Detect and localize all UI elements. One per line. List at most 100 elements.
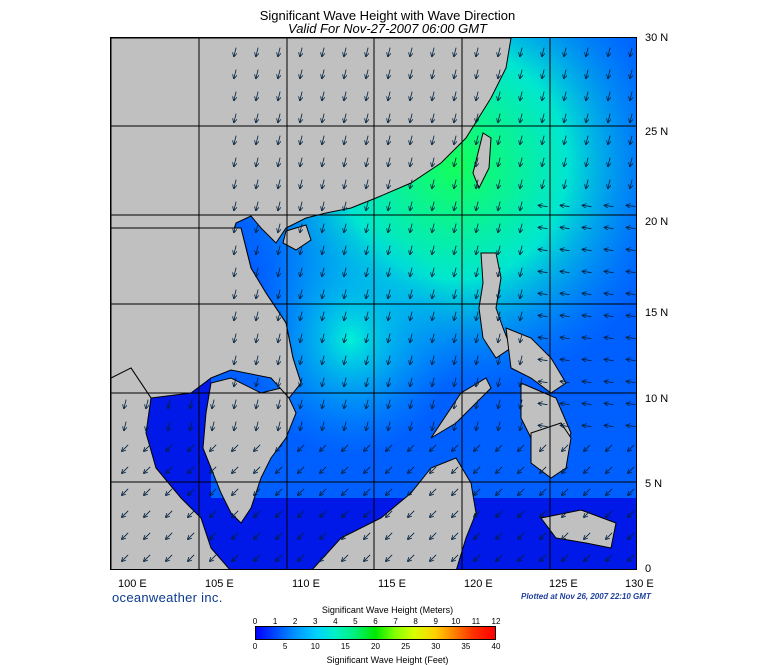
wave-direction-arrow	[583, 337, 592, 338]
wave-direction-arrow	[300, 399, 302, 409]
wave-direction-arrow	[300, 223, 302, 233]
wave-direction-arrow	[278, 399, 280, 409]
colorbar-feet-title: Significant Wave Height (Feet)	[326, 655, 449, 665]
wave-direction-arrow	[320, 510, 327, 517]
wave-direction-arrow	[408, 488, 415, 495]
lon-label-110e: 110 E	[292, 578, 320, 590]
wave-direction-arrow	[344, 47, 346, 57]
wave-direction-arrow	[628, 444, 635, 451]
wave-direction-arrow	[520, 113, 522, 123]
wave-direction-arrow	[518, 510, 525, 517]
lat-label-15n: 15 N	[645, 307, 669, 319]
wave-direction-arrow	[584, 466, 591, 473]
wave-direction-arrow	[627, 359, 636, 360]
wave-direction-arrow	[454, 179, 456, 189]
wave-direction-arrow	[344, 311, 346, 321]
wave-direction-arrow	[278, 421, 280, 431]
wave-direction-arrow	[474, 510, 481, 517]
wave-direction-arrow	[432, 245, 434, 255]
wave-direction-arrow	[476, 421, 478, 431]
wave-direction-arrow	[344, 245, 346, 255]
map-title: Significant Wave Height with Wave Direct…	[259, 8, 516, 23]
colorbar-feet-tick: 20	[371, 642, 380, 651]
wave-direction-arrow	[234, 69, 236, 79]
wave-direction-arrow	[542, 113, 544, 123]
wave-direction-arrow	[520, 355, 522, 365]
wave-direction-arrow	[540, 554, 547, 561]
wave-direction-arrow	[606, 532, 613, 539]
wave-direction-arrow	[498, 179, 500, 189]
wave-direction-arrow	[344, 267, 346, 277]
wave-direction-arrow	[124, 399, 126, 409]
wave-direction-arrow	[608, 157, 610, 167]
wave-direction-arrow	[256, 267, 258, 277]
wave-direction-arrow	[520, 157, 522, 167]
wave-direction-arrow	[474, 532, 481, 539]
wave-direction-arrow	[584, 532, 591, 539]
wave-direction-arrow	[520, 47, 522, 57]
wave-direction-arrow	[122, 554, 129, 561]
wave-direction-arrow	[606, 444, 613, 451]
wave-direction-arrow	[583, 271, 592, 272]
wave-direction-arrow	[608, 91, 610, 101]
wave-direction-arrow	[210, 510, 217, 517]
wave-direction-arrow	[410, 267, 412, 277]
wave-direction-arrow	[454, 47, 456, 57]
wave-direction-arrow	[454, 267, 456, 277]
wave-direction-arrow	[366, 91, 368, 101]
wave-direction-arrow	[300, 289, 302, 299]
wave-direction-arrow	[498, 69, 500, 79]
colorbar-feet-tick: 0	[252, 642, 258, 651]
wave-direction-arrow	[254, 532, 261, 539]
wave-direction-arrow	[630, 69, 632, 79]
wave-direction-arrow	[476, 355, 478, 365]
colorbar-meters-tick: 6	[373, 617, 378, 626]
wave-direction-arrow	[342, 532, 349, 539]
wave-direction-arrow	[366, 311, 368, 321]
wave-direction-arrow	[630, 157, 632, 167]
wave-direction-arrow	[122, 510, 129, 517]
wave-direction-arrow	[278, 69, 280, 79]
wave-direction-arrow	[520, 179, 522, 189]
wave-direction-arrow	[432, 399, 434, 409]
wave-direction-arrow	[630, 113, 632, 123]
wave-direction-arrow	[210, 554, 217, 561]
wave-direction-arrow	[410, 113, 412, 123]
colorbar-feet-tick: 5	[282, 642, 288, 651]
wave-direction-arrow	[561, 271, 570, 272]
wave-direction-arrow	[144, 532, 151, 539]
wave-direction-arrow	[520, 289, 522, 299]
wave-direction-arrow	[584, 554, 591, 561]
wave-direction-arrow	[561, 205, 570, 206]
lat-label-5n: 5 N	[645, 478, 663, 490]
wave-direction-arrow	[344, 289, 346, 299]
wave-direction-arrow	[498, 91, 500, 101]
lon-label-125e: 125 E	[549, 578, 578, 590]
wave-direction-arrow	[278, 157, 280, 167]
wave-direction-arrow	[210, 466, 217, 473]
wave-direction-arrow	[540, 510, 547, 517]
wave-direction-arrow	[627, 205, 636, 206]
wave-direction-arrow	[520, 201, 522, 211]
wave-direction-arrow	[542, 91, 544, 101]
wave-direction-arrow	[452, 466, 459, 473]
wave-direction-arrow	[496, 532, 503, 539]
wave-direction-arrow	[410, 333, 412, 343]
wave-direction-arrow	[564, 47, 566, 57]
wave-direction-arrow	[300, 245, 302, 255]
wave-direction-arrow	[542, 157, 544, 167]
wave-direction-arrow	[234, 179, 236, 189]
wave-direction-arrow	[322, 399, 324, 409]
wave-direction-arrow	[498, 377, 500, 387]
wave-direction-arrow	[366, 179, 368, 189]
wave-direction-arrow	[234, 113, 236, 123]
wave-direction-arrow	[452, 444, 459, 451]
wave-direction-arrow	[498, 399, 500, 409]
wave-direction-arrow	[498, 421, 500, 431]
colorbar-feet-tick: 25	[401, 642, 411, 651]
wave-direction-arrow	[278, 289, 280, 299]
wave-direction-arrow	[542, 135, 544, 145]
wave-direction-arrow	[166, 488, 173, 495]
wave-direction-arrow	[476, 69, 478, 79]
wave-direction-arrow	[583, 359, 592, 360]
